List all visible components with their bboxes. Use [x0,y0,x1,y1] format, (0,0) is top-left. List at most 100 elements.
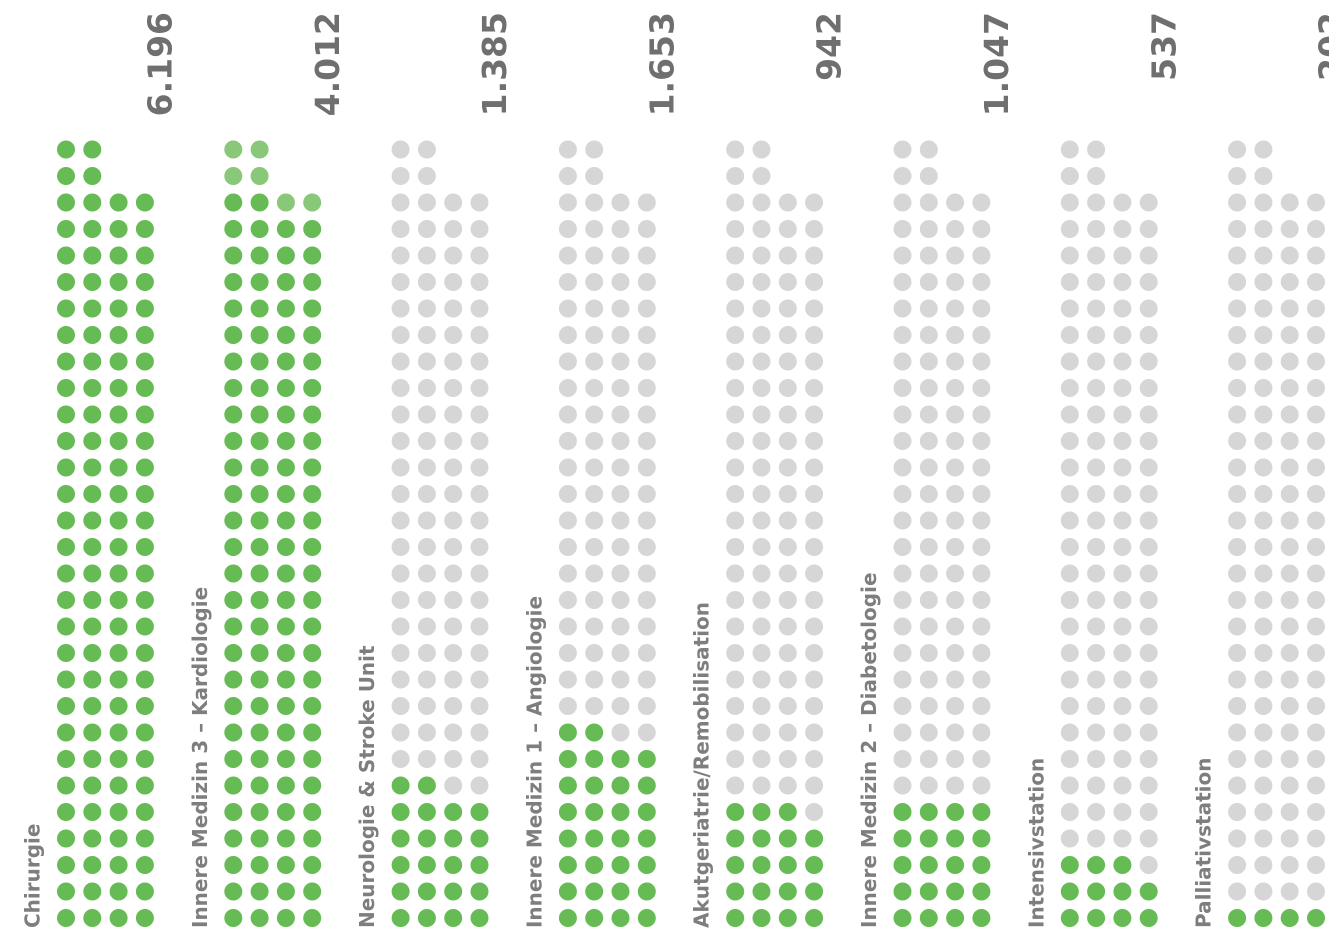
active-dot [135,273,154,291]
active-dot [109,246,128,265]
active-dot [224,644,243,662]
inactive-dot [1113,352,1132,371]
active-dot [250,458,269,477]
highlight-dot [303,193,322,212]
inactive-dot [946,750,965,768]
inactive-dot [946,564,965,583]
active-dot [83,485,102,503]
active-dot [135,909,154,927]
active-dot [558,856,577,874]
active-dot [250,352,269,371]
inactive-dot [752,538,771,556]
inactive-dot [1087,352,1106,371]
active-dot [250,856,269,874]
inactive-dot [1254,193,1273,212]
inactive-dot [726,511,745,530]
inactive-dot [1228,723,1247,742]
inactive-dot [972,193,991,212]
active-dot [611,803,630,821]
active-dot [972,882,991,901]
inactive-dot [611,405,630,424]
active-dot [303,803,322,821]
inactive-dot [972,352,991,371]
inactive-dot [1280,723,1299,742]
inactive-dot [1280,220,1299,238]
active-dot [57,140,75,159]
inactive-dot [752,644,771,662]
inactive-dot [558,299,577,318]
inactive-dot [1113,670,1132,689]
active-dot [135,776,154,795]
inactive-dot [611,273,630,291]
inactive-dot [558,485,577,503]
inactive-dot [1087,829,1106,848]
column-group: Akutgeriatrie/Remobilisation 942 [690,12,849,928]
inactive-dot [752,670,771,689]
inactive-dot [919,140,938,159]
inactive-dot [444,511,463,530]
active-dot [391,882,410,901]
inactive-dot [1113,564,1132,583]
active-dot [250,670,269,689]
inactive-dot [558,140,577,159]
inactive-dot [726,379,745,397]
active-dot [135,803,154,821]
inactive-dot [1254,167,1273,185]
active-dot [109,644,128,662]
inactive-dot [1113,644,1132,662]
active-dot [1113,909,1132,927]
active-dot [726,856,745,874]
active-dot [391,909,410,927]
inactive-dot [752,299,771,318]
inactive-dot [1228,670,1247,689]
inactive-dot [805,617,824,636]
active-dot [946,882,965,901]
inactive-dot [1307,220,1325,238]
inactive-dot [585,432,604,450]
active-dot [893,882,912,901]
inactive-dot [752,167,771,185]
active-dot [470,856,489,874]
active-dot [893,856,912,874]
inactive-dot [726,538,745,556]
inactive-dot [893,670,912,689]
inactive-dot [778,511,797,530]
inactive-dot [391,405,410,424]
inactive-dot [946,670,965,689]
inactive-dot [752,723,771,742]
inactive-dot [1254,538,1273,556]
inactive-dot [726,723,745,742]
inactive-dot [1307,193,1325,212]
active-dot [276,909,295,927]
inactive-dot [637,273,656,291]
inactive-dot [1307,564,1325,583]
inactive-dot [893,485,912,503]
active-dot [470,829,489,848]
active-dot [558,909,577,927]
active-dot [611,750,630,768]
inactive-dot [611,564,630,583]
active-dot [1060,909,1079,927]
inactive-dot [637,352,656,371]
inactive-dot [752,591,771,609]
inactive-dot [637,538,656,556]
active-dot [224,220,243,238]
inactive-dot [1254,352,1273,371]
active-dot [224,326,243,344]
active-dot [303,458,322,477]
inactive-dot [946,432,965,450]
inactive-dot [1280,193,1299,212]
inactive-dot [417,220,436,238]
inactive-dot [919,591,938,609]
inactive-dot [1254,776,1273,795]
active-dot [805,829,824,848]
inactive-dot [946,697,965,715]
inactive-dot [778,458,797,477]
inactive-dot [1087,193,1106,212]
active-dot [946,829,965,848]
inactive-dot [778,538,797,556]
inactive-dot [1228,617,1247,636]
inactive-dot [1060,803,1079,821]
inactive-dot [585,670,604,689]
inactive-dot [391,246,410,265]
